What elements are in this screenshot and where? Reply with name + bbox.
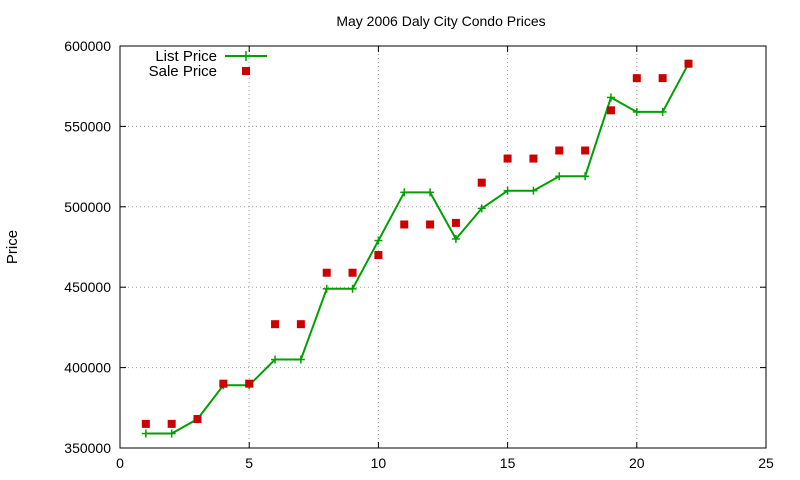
list-price-point — [632, 107, 641, 116]
list-price-point — [555, 172, 564, 181]
sale-price-point — [322, 268, 331, 277]
axis-ticks: 0 5 10 15 20 25 350000 400000 450000 500000 550000… — [64, 38, 774, 471]
legend-marker-sale-price — [242, 67, 250, 75]
list-price-point — [296, 355, 305, 364]
sale-price-point — [219, 379, 228, 388]
sale-price-point — [555, 146, 564, 155]
legend-marker-list-price — [241, 51, 251, 61]
list-price-point — [606, 93, 615, 102]
list-price-point — [658, 107, 667, 116]
list-price-point — [581, 172, 590, 181]
sale-price-point — [426, 220, 435, 229]
sale-price-point — [451, 218, 460, 227]
list-price-point — [271, 355, 280, 364]
sale-price-point — [374, 251, 383, 260]
x-tick-label: 5 — [245, 455, 253, 471]
list-price-point — [451, 234, 460, 243]
chart-title: May 2006 Daly City Condo Prices — [336, 13, 545, 29]
sale-price-point — [503, 154, 512, 163]
y-tick-label: 350000 — [64, 440, 111, 456]
y-tick-label: 400000 — [64, 360, 111, 376]
sale-price-point — [581, 146, 590, 155]
sale-price-point — [684, 59, 693, 68]
list-price-point — [503, 186, 512, 195]
sale-price-point — [296, 320, 305, 329]
list-price-point — [477, 204, 486, 213]
series — [141, 59, 693, 438]
x-tick-label: 15 — [500, 455, 516, 471]
y-tick-label: 450000 — [64, 279, 111, 295]
legend-label-sale-price: Sale Price — [149, 63, 217, 80]
list-price-point — [141, 429, 150, 438]
sale-price-point — [193, 415, 202, 424]
list-price-point — [348, 284, 357, 293]
list-price-point — [529, 186, 538, 195]
list-price-line — [145, 63, 690, 435]
legend: List Price Sale Price — [149, 48, 267, 80]
x-tick-label: 25 — [758, 455, 774, 471]
sale-price-point — [529, 154, 538, 163]
y-tick-label: 500000 — [64, 199, 111, 215]
sale-price-point — [658, 74, 667, 83]
legend-label-list-price: List Price — [155, 48, 217, 65]
sale-price-point — [632, 74, 641, 83]
x-tick-label: 10 — [371, 455, 387, 471]
y-tick-label: 550000 — [64, 118, 111, 134]
list-price-point — [400, 188, 409, 197]
list-price-point — [167, 429, 176, 438]
y-tick-label: 600000 — [64, 38, 111, 54]
sale-price-point — [245, 379, 254, 388]
list-price-point — [374, 236, 383, 245]
x-tick-label: 0 — [116, 455, 124, 471]
plot-frame — [119, 45, 767, 449]
sale-price-point — [400, 220, 409, 229]
x-tick-label: 20 — [629, 455, 645, 471]
sale-price-point — [167, 419, 176, 428]
sale-price-point — [271, 320, 280, 329]
list-price-point — [322, 284, 331, 293]
sale-price-point — [348, 268, 357, 277]
list-price-point — [426, 188, 435, 197]
y-axis-label: Price — [4, 230, 21, 264]
sale-price-point — [141, 419, 150, 428]
grid — [120, 46, 766, 448]
sale-price-point — [606, 106, 615, 115]
sale-price-point — [477, 178, 486, 187]
